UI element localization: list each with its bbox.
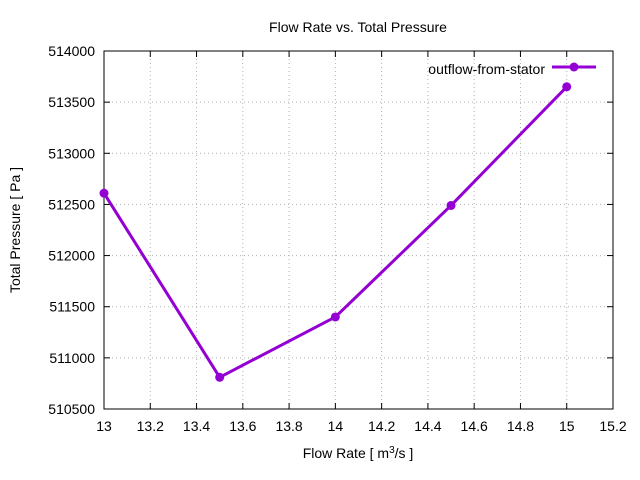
plot-frame: [103, 50, 614, 410]
y-tick-label: 511000: [49, 350, 95, 366]
data-point: [562, 82, 572, 92]
series-group: [99, 82, 572, 382]
legend-label: outflow-from-stator: [428, 61, 545, 77]
y-tick-label: 513000: [48, 145, 95, 161]
y-tick-label: 513500: [48, 94, 95, 110]
x-tick-label: 13.6: [229, 418, 256, 434]
y-tick-label: 511500: [49, 299, 95, 315]
x-tick-label: 15.2: [599, 418, 626, 434]
x-tick-label: 14.2: [368, 418, 395, 434]
x-axis-label-tail: /s ]: [395, 445, 414, 461]
y-tick-label: 512000: [48, 248, 95, 264]
x-tick-label: 15: [559, 418, 575, 434]
y-tick-label: 514000: [48, 43, 95, 59]
x-axis-label-main: Flow Rate [ m: [303, 445, 389, 461]
x-axis-label-superscript: 3: [389, 445, 395, 456]
y-axis: 510500 511000 511500 512000 512500 513000 5135…: [48, 43, 613, 417]
x-tick-label: 13.8: [275, 418, 302, 434]
chart-title: Flow Rate vs. Total Pressure: [269, 19, 447, 35]
x-tick-label: 13: [96, 418, 112, 434]
x-axis: 13 13.2 13.4 13.6 13.8 14 14.2 14.4 14.6 14.8 15 15…: [96, 51, 627, 434]
legend: outflow-from-stator: [428, 61, 596, 77]
data-point: [446, 200, 456, 210]
x-tick-label: 14: [328, 418, 344, 434]
x-tick-label: 14.8: [507, 418, 534, 434]
y-tick-label: 512500: [48, 196, 95, 212]
grid: [104, 51, 613, 409]
y-axis-label: Total Pressure [ Pa ]: [7, 167, 23, 293]
data-point: [99, 188, 109, 198]
x-tick-label: 14.4: [414, 418, 441, 434]
x-tick-label: 14.6: [461, 418, 488, 434]
data-point: [330, 312, 340, 322]
y-tick-label: 510500: [48, 401, 95, 417]
x-axis-label: Flow Rate [ m3/s ]: [303, 445, 414, 462]
x-tick-label: 13.2: [137, 418, 164, 434]
legend-marker: [569, 62, 579, 72]
x-tick-label: 13.4: [183, 418, 210, 434]
series-line: [102, 85, 568, 379]
data-point: [215, 372, 225, 382]
